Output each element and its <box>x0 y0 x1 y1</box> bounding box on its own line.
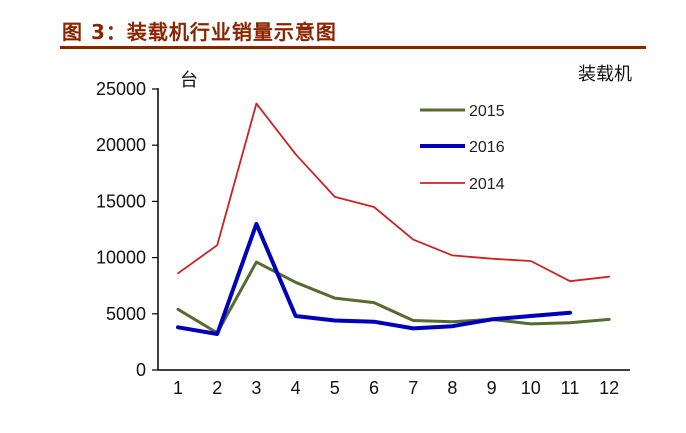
x-tick-label: 10 <box>521 378 541 398</box>
figure-title: 图 3：装载机行业销量示意图 <box>62 20 337 44</box>
x-tick-label: 4 <box>291 378 301 398</box>
x-ticks: 1 2 3 4 5 6 7 8 9 10 11 12 <box>173 378 619 398</box>
series-line-2016 <box>176 221 572 336</box>
series-line-2014 <box>177 102 611 283</box>
y-tick-label: 20000 <box>96 135 146 155</box>
x-tick-label: 1 <box>173 378 183 398</box>
x-tick-label: 2 <box>212 378 222 398</box>
title-rule <box>60 46 646 49</box>
legend-label-2016: 2016 <box>469 139 505 156</box>
x-tick-label: 5 <box>330 378 340 398</box>
legend-label-2015: 2015 <box>469 103 505 120</box>
x-tick-label: 7 <box>408 378 418 398</box>
y-tick-label: 15000 <box>96 191 146 211</box>
legend: 2015 2016 2014 <box>420 103 505 193</box>
series-line-2015 <box>176 260 611 335</box>
x-tick-label: 8 <box>447 378 457 398</box>
series-lines <box>176 102 611 336</box>
x-tick-label: 11 <box>561 378 580 398</box>
y-unit-label: 台 <box>180 70 198 91</box>
y-tick-label: 5000 <box>106 304 146 324</box>
y-tick-label: 0 <box>136 360 146 380</box>
legend-label-2014: 2014 <box>469 176 505 193</box>
x-tick-label: 12 <box>599 378 619 398</box>
y-tick-label: 25000 <box>96 79 146 99</box>
corner-label: 装载机 <box>578 64 632 85</box>
x-tick-label: 9 <box>487 378 497 398</box>
y-ticks: 0 5000 10000 15000 20000 25000 <box>96 79 158 380</box>
x-tick-label: 3 <box>251 378 261 398</box>
x-tick-label: 6 <box>369 378 379 398</box>
y-tick-label: 10000 <box>96 248 146 268</box>
